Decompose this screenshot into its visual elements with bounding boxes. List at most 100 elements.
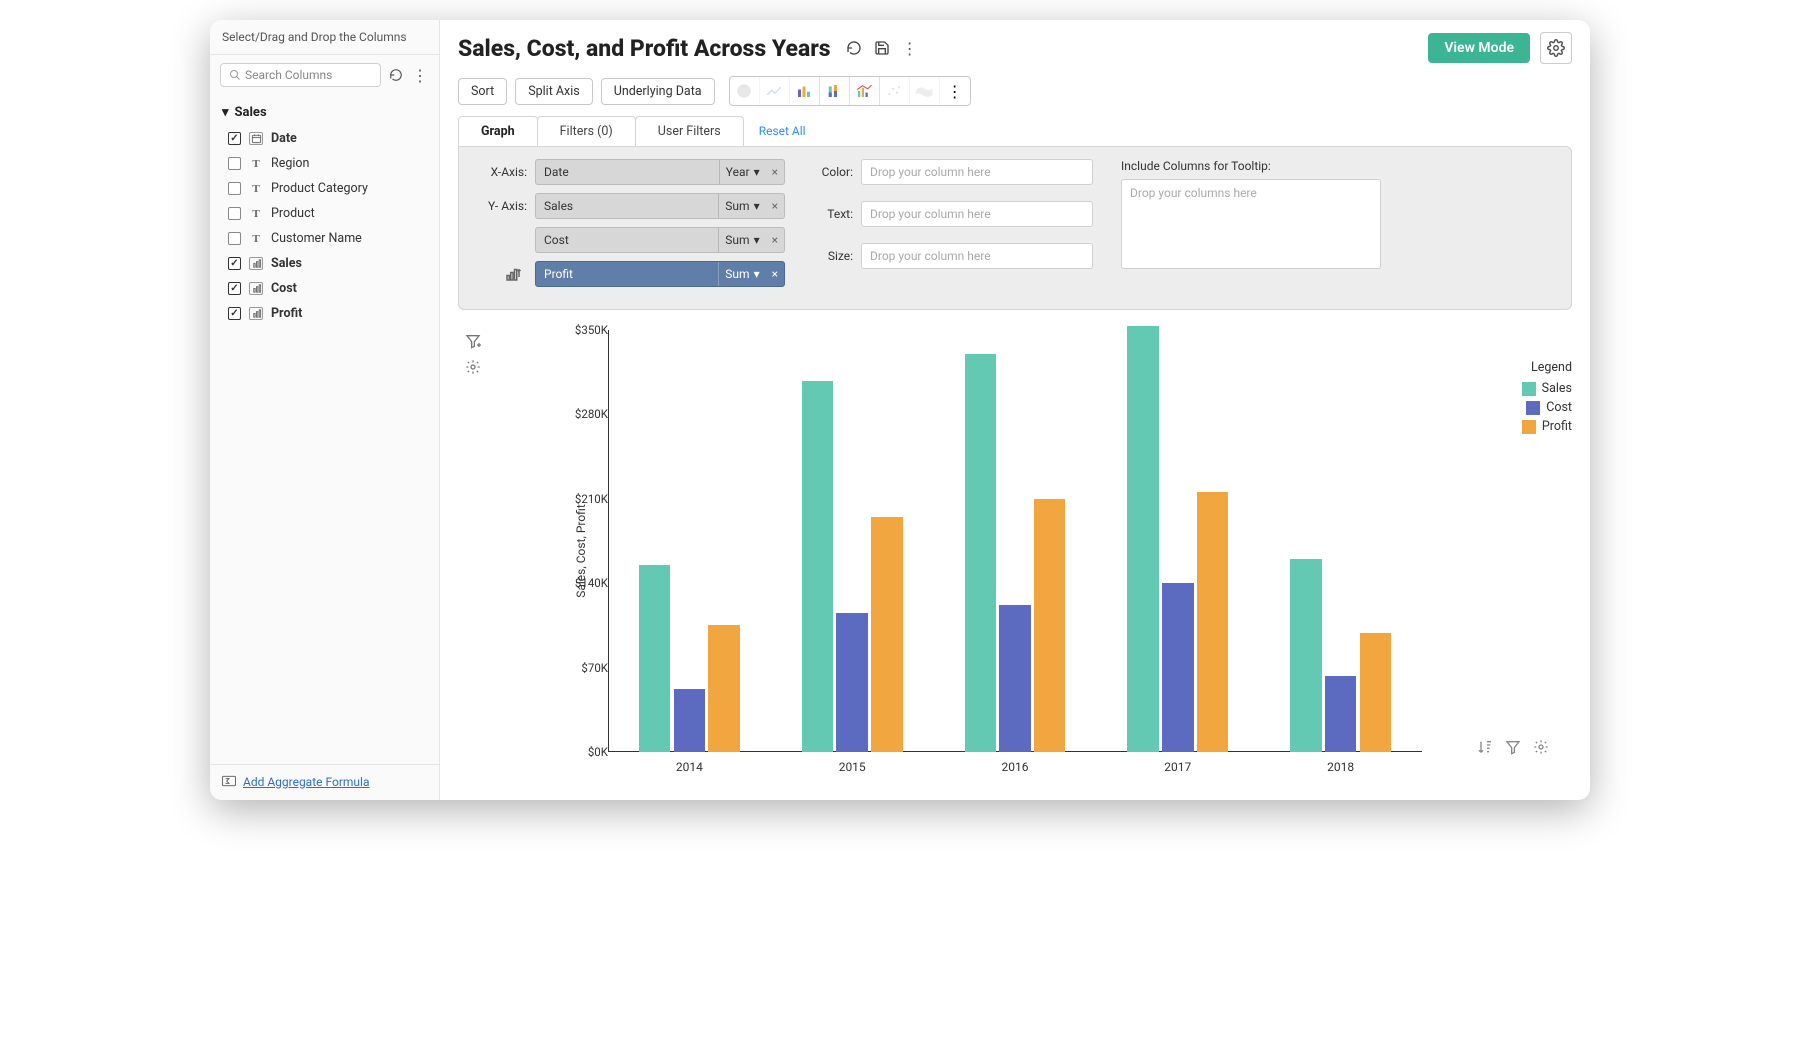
legend-swatch — [1522, 382, 1536, 396]
column-item-region[interactable]: TRegion — [220, 151, 429, 176]
chart-type-more[interactable]: ⋮ — [940, 77, 970, 105]
column-item-customer-name[interactable]: TCustomer Name — [220, 226, 429, 251]
filter-chart-icon[interactable] — [1504, 738, 1522, 756]
x-axis-label: X-Axis: — [475, 165, 527, 179]
bar-sales-2018[interactable] — [1290, 559, 1321, 752]
y-axis-pill-profit[interactable]: ProfitSum▾× — [535, 261, 785, 287]
legend-swatch — [1522, 420, 1536, 434]
split-axis-button[interactable]: Split Axis — [515, 78, 593, 105]
chart-type-pie[interactable] — [730, 77, 760, 105]
color-drop-zone[interactable]: Drop your column here — [861, 159, 1093, 185]
column-item-cost[interactable]: Cost — [220, 276, 429, 301]
column-item-sales[interactable]: Sales — [220, 251, 429, 276]
column-checkbox[interactable] — [228, 157, 241, 170]
settings-button[interactable] — [1540, 32, 1572, 64]
bar-profit-2017[interactable] — [1197, 492, 1228, 752]
column-checkbox[interactable] — [228, 207, 241, 220]
settings-chart-icon[interactable] — [1532, 738, 1550, 756]
bar-cost-2016[interactable] — [999, 605, 1030, 752]
column-item-date[interactable]: Date — [220, 126, 429, 151]
search-placeholder: Search Columns — [245, 68, 332, 82]
sidebar-search-row: Search Columns ⋮ — [210, 55, 439, 95]
legend-title: Legend — [1492, 360, 1572, 375]
y-pill-remove[interactable]: × — [766, 267, 784, 281]
column-checkbox[interactable] — [228, 282, 241, 295]
sort-button[interactable]: Sort — [458, 78, 507, 105]
bar-sales-2017[interactable] — [1127, 326, 1158, 752]
chart-settings-icon[interactable] — [464, 358, 482, 376]
tab-user-filters[interactable]: User Filters — [635, 116, 744, 146]
legend-item-cost[interactable]: Cost — [1492, 400, 1572, 415]
tooltip-drop-zone[interactable]: Drop your columns here — [1121, 179, 1381, 269]
size-drop-zone[interactable]: Drop your column here — [861, 243, 1093, 269]
bar-cost-2015[interactable] — [836, 613, 867, 752]
numeric-type-icon — [249, 282, 263, 295]
config-tabs: Graph Filters (0) User Filters Reset All — [440, 116, 1590, 146]
bar-profit-2018[interactable] — [1360, 633, 1391, 752]
column-label: Product — [271, 206, 315, 221]
save-report-icon[interactable] — [873, 39, 891, 57]
bar-sales-2016[interactable] — [965, 354, 996, 752]
sort-chart-icon[interactable] — [1476, 738, 1494, 756]
bar-sales-2014[interactable] — [639, 565, 670, 752]
bar-profit-2014[interactable] — [708, 625, 739, 752]
bar-profit-2016[interactable] — [1034, 499, 1065, 752]
refresh-columns-icon[interactable] — [387, 66, 405, 84]
chart-type-line[interactable] — [760, 77, 790, 105]
column-label: Profit — [271, 306, 302, 321]
y-pill-remove[interactable]: × — [766, 233, 784, 247]
text-type-icon: T — [249, 233, 263, 245]
legend-swatch — [1526, 401, 1540, 415]
y-tick: $280K — [575, 407, 608, 421]
chart-type-scatter[interactable] — [880, 77, 910, 105]
x-tick: 2015 — [839, 760, 866, 774]
tab-graph[interactable]: Graph — [458, 116, 538, 146]
sidebar-header: Select/Drag and Drop the Columns — [210, 20, 439, 55]
y-pill-agg-select[interactable]: Sum▾ — [718, 194, 765, 218]
chart-type-stacked[interactable] — [820, 77, 850, 105]
y-pill-name: Sales — [536, 199, 718, 213]
chart-type-bar[interactable] — [790, 77, 820, 105]
x-axis-pill[interactable]: Date Year▾ × — [535, 159, 785, 185]
underlying-data-button[interactable]: Underlying Data — [601, 78, 715, 105]
chart-type-combo[interactable] — [850, 77, 880, 105]
y-axis-pill-sales[interactable]: SalesSum▾× — [535, 193, 785, 219]
column-checkbox[interactable] — [228, 232, 241, 245]
search-columns-input[interactable]: Search Columns — [220, 63, 381, 87]
add-aggregate-formula-link[interactable]: Add Aggregate Formula — [243, 775, 370, 789]
more-columns-icon[interactable]: ⋮ — [411, 66, 429, 84]
bar-cost-2018[interactable] — [1325, 676, 1356, 752]
text-drop-zone[interactable]: Drop your column here — [861, 201, 1093, 227]
tab-filters[interactable]: Filters (0) — [537, 116, 636, 146]
column-item-profit[interactable]: Profit — [220, 301, 429, 326]
legend-item-sales[interactable]: Sales — [1492, 381, 1572, 396]
column-item-product[interactable]: TProduct — [220, 201, 429, 226]
tree-group-sales[interactable]: ▾ Sales — [220, 99, 429, 126]
bar-cost-2017[interactable] — [1162, 583, 1193, 752]
refresh-report-icon[interactable] — [845, 39, 863, 57]
column-item-product-category[interactable]: TProduct Category — [220, 176, 429, 201]
column-checkbox[interactable] — [228, 132, 241, 145]
reset-all-link[interactable]: Reset All — [759, 124, 806, 138]
column-label: Cost — [271, 281, 297, 296]
y-axis-label: Y- Axis: — [475, 199, 527, 213]
y-pill-agg-select[interactable]: Sum▾ — [718, 228, 765, 252]
column-checkbox[interactable] — [228, 307, 241, 320]
filter-add-icon[interactable] — [464, 332, 482, 350]
view-mode-button[interactable]: View Mode — [1428, 33, 1530, 63]
y-pill-remove[interactable]: × — [766, 199, 784, 213]
legend-item-profit[interactable]: Profit — [1492, 419, 1572, 434]
column-label: Date — [271, 131, 297, 146]
size-label: Size: — [813, 249, 853, 263]
column-checkbox[interactable] — [228, 182, 241, 195]
x-axis-pill-remove[interactable]: × — [766, 165, 784, 179]
y-axis-pill-cost[interactable]: CostSum▾× — [535, 227, 785, 253]
bar-sales-2015[interactable] — [802, 381, 833, 752]
y-pill-agg-select[interactable]: Sum▾ — [718, 262, 765, 286]
column-checkbox[interactable] — [228, 257, 241, 270]
bar-profit-2015[interactable] — [871, 517, 902, 752]
more-report-icon[interactable]: ⋮ — [901, 39, 919, 57]
chart-type-map[interactable] — [910, 77, 940, 105]
x-axis-pill-agg-select[interactable]: Year▾ — [719, 160, 766, 184]
bar-cost-2014[interactable] — [674, 689, 705, 752]
